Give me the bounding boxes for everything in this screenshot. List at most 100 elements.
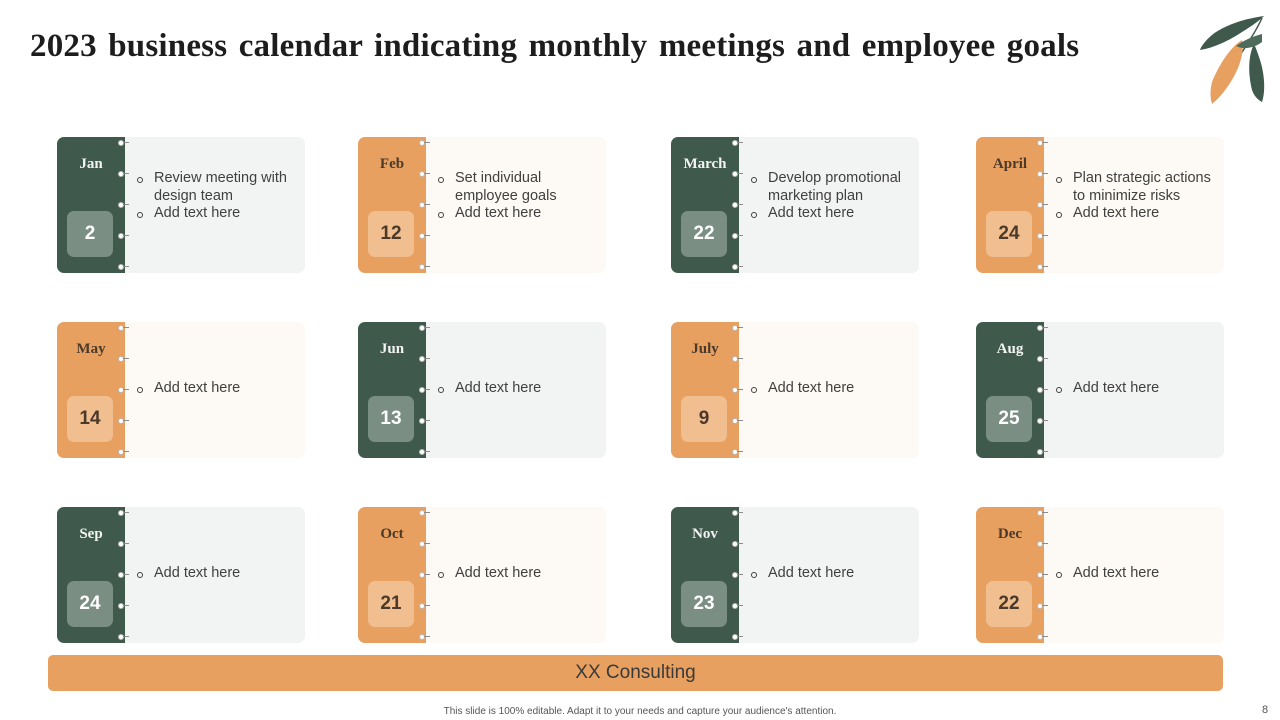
binder-ring-icon xyxy=(1037,356,1048,362)
month-card-april: April 24 Plan strategic actions to minimiz… xyxy=(976,137,1224,273)
binder-ring-icon xyxy=(118,510,129,516)
binder-ring-icon xyxy=(419,449,430,455)
binder-ring-icon xyxy=(118,356,129,362)
meeting-date: 21 xyxy=(368,581,414,627)
goal-list: Add text here xyxy=(1054,565,1214,583)
meeting-date: 13 xyxy=(368,396,414,442)
binder-ring-icon xyxy=(419,233,430,239)
binder-ring-icon xyxy=(732,264,743,270)
binder-ring-icon xyxy=(1037,572,1048,578)
meeting-date: 2 xyxy=(67,211,113,257)
card-panel xyxy=(422,322,606,458)
goal-item: Add text here xyxy=(1054,205,1214,223)
binder-ring-icon xyxy=(419,356,430,362)
binder-ring-icon xyxy=(118,634,129,640)
goal-list: Review meeting with design team Add text … xyxy=(135,170,295,223)
binder-ring-icon xyxy=(419,202,430,208)
binder-ring-icon xyxy=(118,171,129,177)
month-card-feb: Feb 12 Set individual employee goals Add te… xyxy=(358,137,606,273)
goal-item: Add text here xyxy=(135,565,295,583)
month-card-may: May 14 Add text here xyxy=(57,322,305,458)
card-panel xyxy=(735,137,919,273)
binder-ring-icon xyxy=(732,387,743,393)
binder-ring-icon xyxy=(118,541,129,547)
binder-ring-icon xyxy=(1037,603,1048,609)
month-label: Sep xyxy=(79,526,103,542)
card-panel xyxy=(121,507,305,643)
goal-item: Add text here xyxy=(749,205,909,223)
binder-ring-icon xyxy=(1037,510,1048,516)
binder-ring-icon xyxy=(732,572,743,578)
goal-item: Plan strategic actions to minimize risks xyxy=(1054,170,1214,205)
binder-ring-icon xyxy=(1037,140,1048,146)
month-label: May xyxy=(76,341,106,357)
binder-ring-icon xyxy=(419,418,430,424)
goal-list: Add text here xyxy=(135,380,295,398)
binder-ring-icon xyxy=(732,171,743,177)
footer-caption: This slide is 100% editable. Adapt it to… xyxy=(443,706,837,717)
goal-list: Plan strategic actions to minimize risks… xyxy=(1054,170,1214,223)
month-card-dec: Dec 22 Add text here xyxy=(976,507,1224,643)
goal-item: Add text here xyxy=(436,205,596,223)
month-label: Aug xyxy=(996,341,1024,357)
binder-ring-icon xyxy=(1037,449,1048,455)
month-card-jun: Jun 13 Add text here xyxy=(358,322,606,458)
binder-ring-icon xyxy=(1037,634,1048,640)
goal-item: Develop promotional marketing plan xyxy=(749,170,909,205)
goal-item: Add text here xyxy=(1054,565,1214,583)
month-label: Dec xyxy=(997,526,1023,542)
binder-ring-icon xyxy=(1037,387,1048,393)
binder-ring-icon xyxy=(732,140,743,146)
binder-ring-icon xyxy=(732,541,743,547)
binder-ring-icon xyxy=(419,325,430,331)
binder-ring-icon xyxy=(732,510,743,516)
card-panel xyxy=(735,322,919,458)
binder-ring-icon xyxy=(1037,541,1048,547)
meeting-date: 9 xyxy=(681,396,727,442)
binder-ring-icon xyxy=(732,202,743,208)
goal-list: Set individual employee goals Add text he… xyxy=(436,170,596,223)
month-card-aug: Aug 25 Add text here xyxy=(976,322,1224,458)
meeting-date: 12 xyxy=(368,211,414,257)
binder-ring-icon xyxy=(118,233,129,239)
month-label: Jun xyxy=(379,341,405,357)
card-panel xyxy=(1040,137,1224,273)
binder-ring-icon xyxy=(732,233,743,239)
footer-bar: XX Consulting xyxy=(48,655,1223,691)
goal-item: Review meeting with design team xyxy=(135,170,295,205)
card-panel xyxy=(735,507,919,643)
month-label: April xyxy=(992,156,1028,172)
binder-ring-icon xyxy=(419,140,430,146)
meeting-date: 23 xyxy=(681,581,727,627)
month-label: Oct xyxy=(380,526,404,542)
binder-ring-icon xyxy=(419,572,430,578)
goal-item: Add text here xyxy=(436,380,596,398)
binder-ring-icon xyxy=(419,541,430,547)
goal-list: Develop promotional marketing plan Add te… xyxy=(749,170,909,223)
binder-ring-icon xyxy=(419,264,430,270)
binder-ring-icon xyxy=(1037,233,1048,239)
month-card-jan: Jan 2 Review meeting with design team Add t… xyxy=(57,137,305,273)
card-panel xyxy=(121,322,305,458)
binder-ring-icon xyxy=(118,264,129,270)
goal-item: Add text here xyxy=(135,380,295,398)
binder-ring-icon xyxy=(118,202,129,208)
binder-ring-icon xyxy=(1037,418,1048,424)
binder-ring-icon xyxy=(1037,264,1048,270)
binder-ring-icon xyxy=(419,387,430,393)
card-panel xyxy=(422,507,606,643)
page-title: 2023 business calendar indicating monthl… xyxy=(30,28,1080,64)
goal-item: Set individual employee goals xyxy=(436,170,596,205)
binder-ring-icon xyxy=(732,449,743,455)
goal-list: Add text here xyxy=(436,565,596,583)
binder-ring-icon xyxy=(419,171,430,177)
goal-item: Add text here xyxy=(749,565,909,583)
binder-ring-icon xyxy=(118,325,129,331)
binder-ring-icon xyxy=(118,572,129,578)
binder-ring-icon xyxy=(118,387,129,393)
month-label: Feb xyxy=(379,156,405,172)
month-label: March xyxy=(683,156,727,172)
binder-ring-icon xyxy=(419,510,430,516)
card-panel xyxy=(422,137,606,273)
binder-ring-icon xyxy=(732,634,743,640)
